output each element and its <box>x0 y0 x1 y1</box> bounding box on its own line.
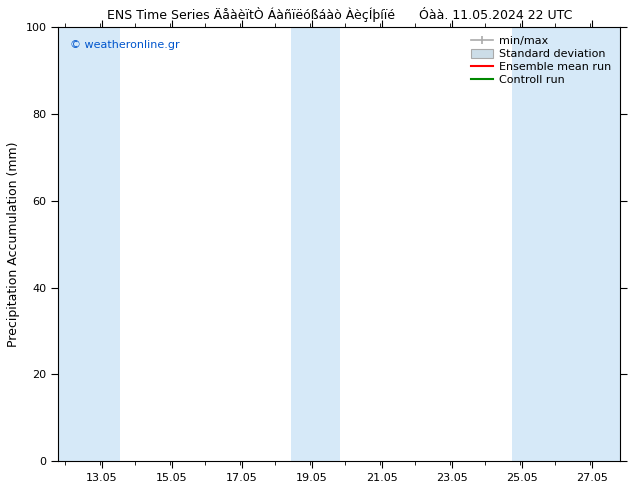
Y-axis label: Precipitation Accumulation (mm): Precipitation Accumulation (mm) <box>7 142 20 347</box>
Title: ENS Time Series ÄåàèïtÒ Áàñïëóßáàò ÀèçÍþíïé      Óàà. 11.05.2024 22 UTC: ENS Time Series ÄåàèïtÒ Áàñïëóßáàò ÀèçÍþ… <box>107 7 572 22</box>
Bar <box>512 27 620 461</box>
Legend: min/max, Standard deviation, Ensemble mean run, Controll run: min/max, Standard deviation, Ensemble me… <box>468 33 614 88</box>
Text: © weatheronline.gr: © weatheronline.gr <box>70 40 179 50</box>
Bar <box>58 27 120 461</box>
Bar <box>291 27 340 461</box>
